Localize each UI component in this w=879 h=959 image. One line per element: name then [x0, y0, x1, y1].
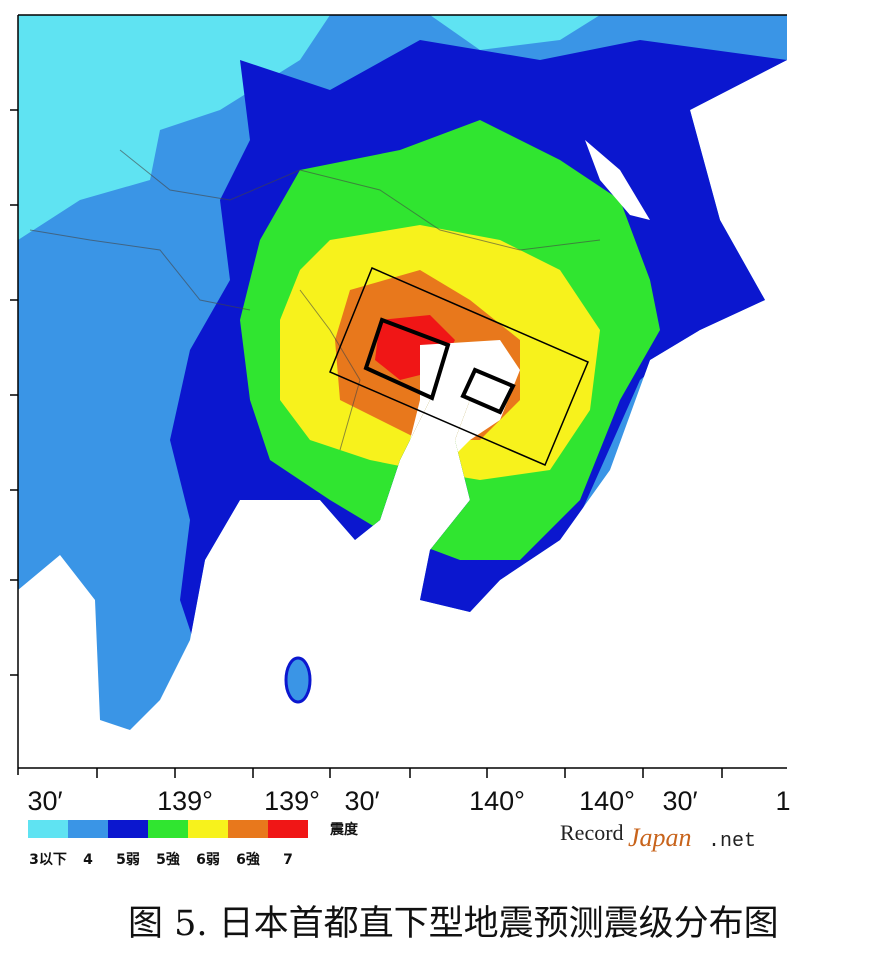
legend-label: 3以下 — [29, 852, 67, 868]
x-axis-label: 30′ — [27, 786, 62, 816]
legend-label: 4 — [83, 852, 93, 868]
legend-swatch — [148, 820, 188, 838]
legend-label: 6弱 — [196, 852, 220, 868]
legend-swatch — [268, 820, 308, 838]
legend-label: 5弱 — [116, 852, 140, 868]
x-axis-label: 139° — [157, 786, 213, 816]
legend-label: 5強 — [156, 851, 180, 868]
x-axis-label: 30′ — [662, 786, 697, 816]
intensity-map — [10, 14, 787, 778]
legend-swatch — [28, 820, 68, 838]
legend-swatch — [68, 820, 108, 838]
legend-title: 震度 — [329, 821, 359, 838]
x-axis-label: 1 — [775, 786, 790, 816]
legend-swatch — [108, 820, 148, 838]
x-axis-label: 140° — [469, 786, 525, 816]
x-axis-label: 139° — [264, 786, 320, 816]
watermark-japan: Japan — [628, 823, 692, 852]
caption: 图 5. 日本首都直下型地震预测震级分布图 — [128, 904, 779, 944]
watermark-record: Record — [560, 820, 624, 845]
x-axis-label: 30′ — [344, 786, 379, 816]
legend-label: 6強 — [236, 851, 260, 868]
legend-swatch — [188, 820, 228, 838]
legend-swatch — [228, 820, 268, 838]
x-axis-label: 140° — [579, 786, 635, 816]
watermark-net: .net — [708, 830, 756, 853]
legend-label: 7 — [283, 852, 293, 868]
